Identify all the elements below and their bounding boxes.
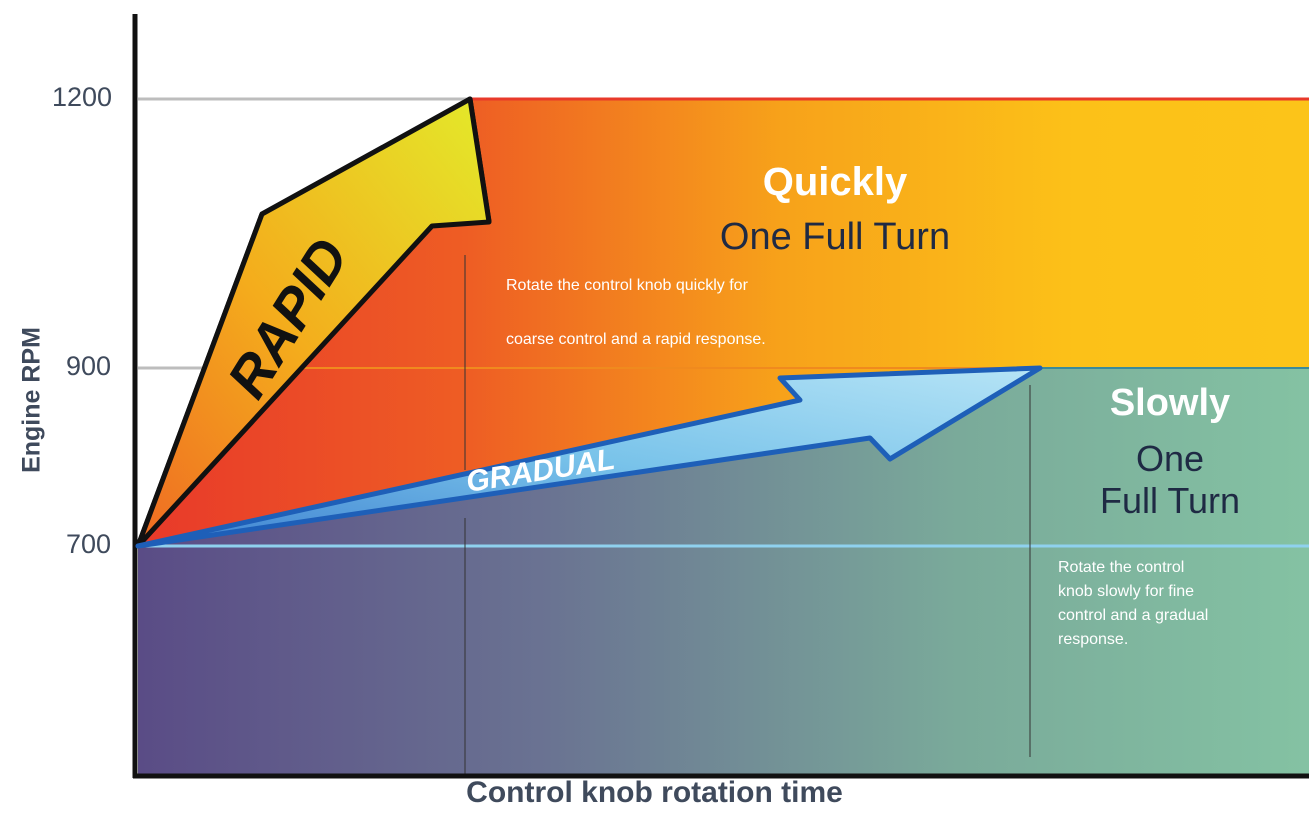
y-tick-1200: 1200	[52, 82, 113, 112]
y-tick-700: 700	[66, 529, 112, 559]
slow-zone-subtitle-line2: Full Turn	[1099, 480, 1241, 521]
quick-zone-subtitle: One Full Turn	[719, 216, 951, 258]
y-axis-label: Engine RPM	[17, 327, 46, 473]
slow-zone-note: Rotate the control knob slowly for fine …	[1058, 556, 1208, 652]
rapid-arrow-head	[135, 96, 492, 549]
slow-zone-note-line1: Rotate the control	[1058, 559, 1185, 576]
quick-zone-note-line2: coarse control and a rapid response.	[506, 331, 766, 348]
slow-zone-subtitle-line1: One	[1135, 438, 1205, 479]
slow-zone-title: Slowly	[1109, 382, 1231, 424]
y-tick-900: 900	[66, 351, 112, 381]
slow-zone-note-line2: knob slowly for fine	[1058, 583, 1195, 600]
x-axis-label: Control knob rotation time	[466, 776, 843, 809]
base-zone	[138, 546, 1309, 775]
slow-zone-note-line3: control and a gradual	[1058, 607, 1209, 624]
slow-zone-note-line4: response.	[1058, 631, 1129, 648]
gradual-arrow	[135, 365, 1043, 549]
quick-zone-title: Quickly	[762, 160, 908, 204]
quick-zone-note-line1: Rotate the control knob quickly for	[506, 277, 748, 294]
